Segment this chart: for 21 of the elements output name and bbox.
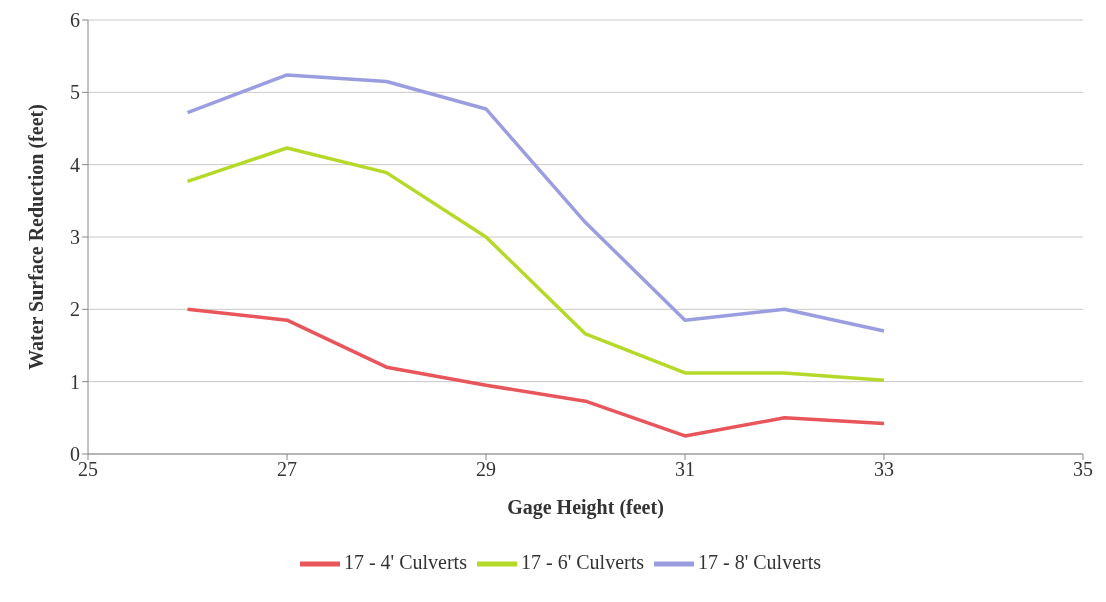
y-axis-title: Water Surface Reduction (feet) [25,104,49,370]
y-tick-label: 1 [70,370,80,393]
x-tick-label: 27 [277,458,297,481]
legend-label: 17 - 6' Culverts [520,550,645,573]
x-tick-label: 35 [1073,458,1093,481]
x-tick-label: 33 [874,458,894,481]
y-tick-label: 3 [70,226,80,249]
legend-label: 17 - 4' Culverts [343,550,467,573]
y-tick-label: 5 [70,81,80,104]
x-tick-label: 25 [78,458,98,481]
y-tick-label: 2 [70,298,80,321]
x-tick-label: 29 [476,458,496,481]
y-tick-label: 4 [70,153,80,176]
legend-label: 17 - 8' Culverts [698,550,822,573]
line-series [185,73,886,333]
y-tick-label: 6 [70,9,80,32]
x-axis-title: Gage Height (feet) [507,496,664,519]
y-tick-label: 0 [70,443,80,466]
x-tick-label: 31 [675,458,695,481]
line-series [185,307,886,438]
line-series [185,146,886,382]
